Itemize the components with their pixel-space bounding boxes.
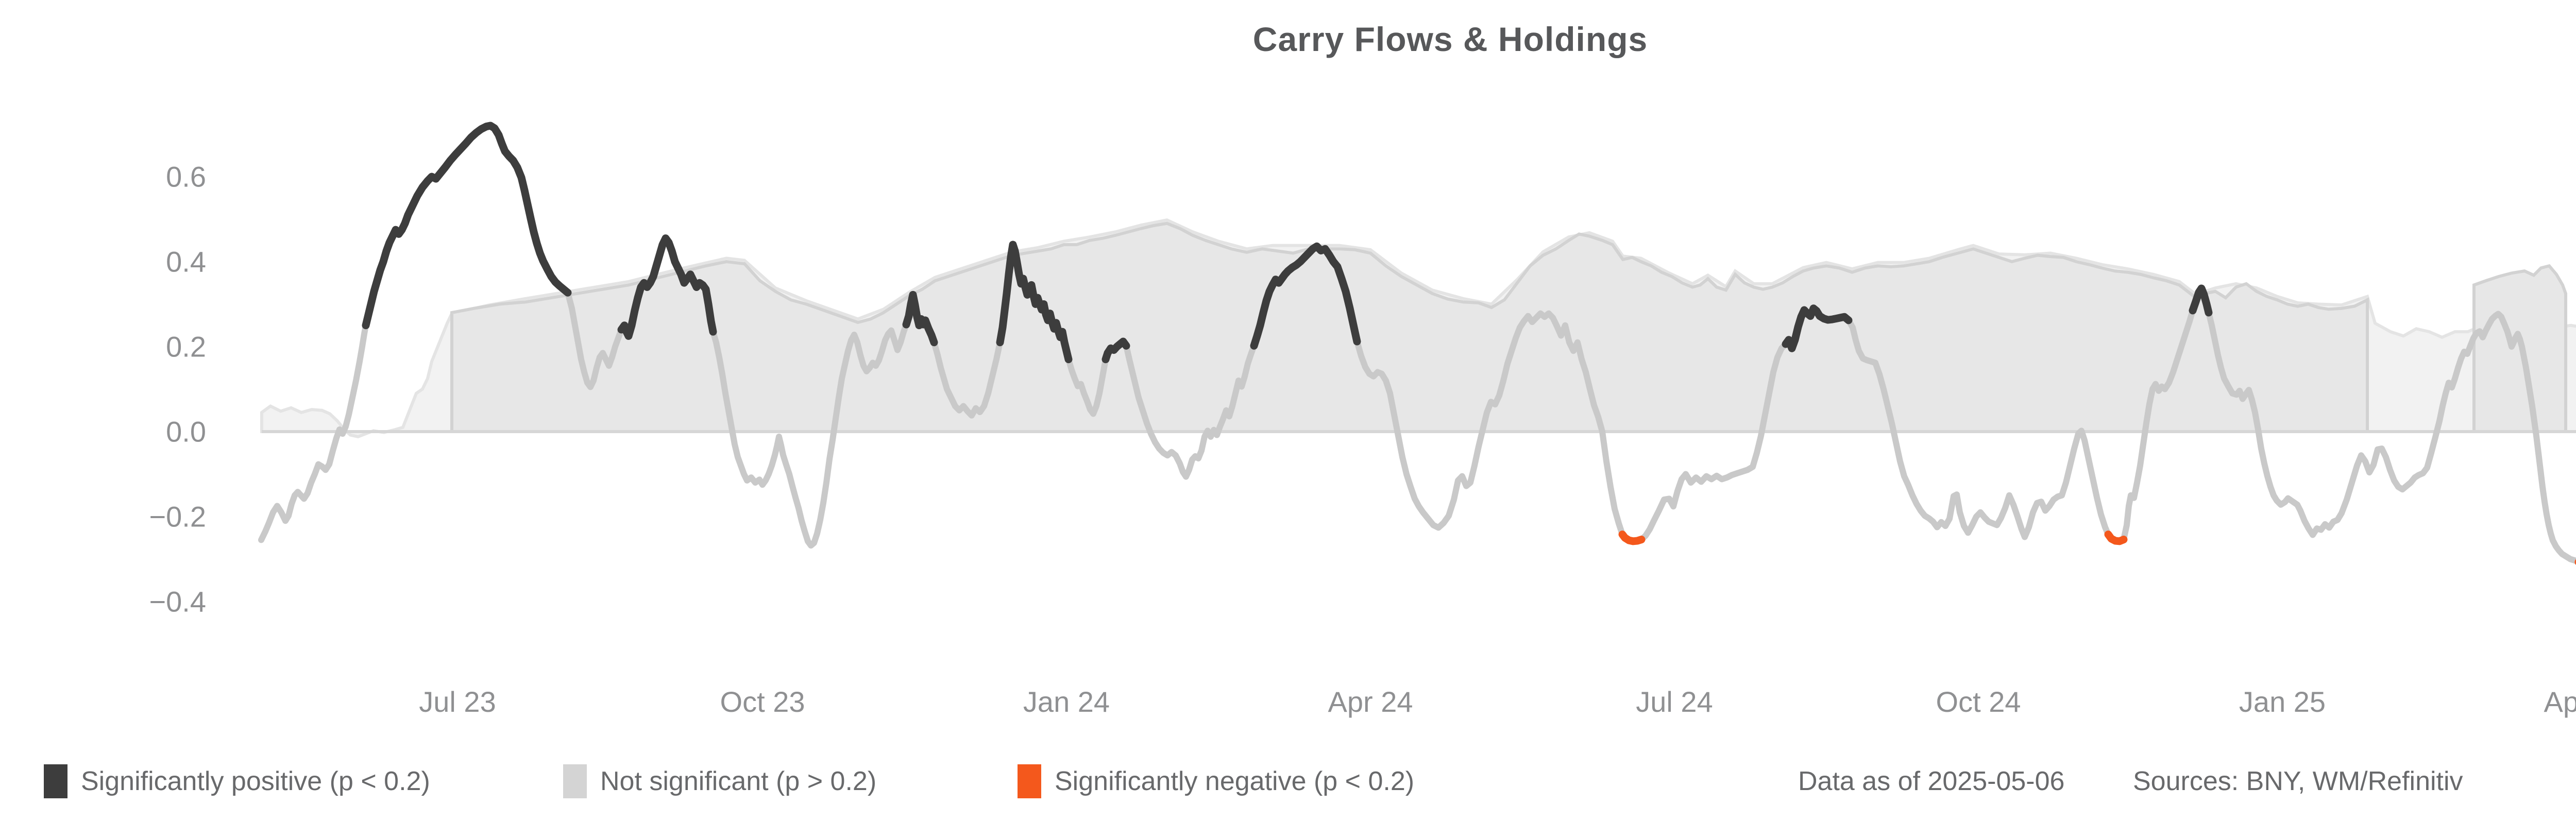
y-tick-label: 0.0 xyxy=(166,415,206,448)
legend-label: Not significant (p > 0.2) xyxy=(600,766,877,796)
sources-note: Sources: BNY, WM/Refinitiv xyxy=(2133,766,2463,796)
x-tick-label: Oct 24 xyxy=(1936,686,2021,718)
significantly-negative-swatch-icon xyxy=(1018,764,1041,798)
flow-line-not-significant xyxy=(2121,307,2196,543)
legend-label: Significantly negative (p < 0.2) xyxy=(1055,766,1415,796)
flow-line-significant-positive xyxy=(996,241,1073,364)
flow-line-significant-positive xyxy=(1782,304,1853,352)
flow-line-not-significant xyxy=(931,339,1003,419)
y-tick-label: −0.2 xyxy=(149,500,206,533)
flow-line-not-significant xyxy=(2206,310,2576,564)
y-tick-label: 0.2 xyxy=(166,330,206,363)
flow-line-significant-negative xyxy=(2104,530,2128,545)
legend-item-significantly-negative: Significantly negative (p < 0.2) xyxy=(1018,763,1414,799)
legend-item-significantly-positive: Significantly positive (p < 0.2) xyxy=(44,763,430,799)
x-tick-label: Jan 24 xyxy=(1023,686,1110,718)
significantly-positive-swatch-icon xyxy=(44,764,67,798)
x-tick-label: Jan 25 xyxy=(2239,686,2326,718)
flow-line-not-significant xyxy=(258,322,369,543)
flow-line-significant-negative xyxy=(1618,530,1646,545)
flow-line-significant-positive xyxy=(362,122,572,330)
flow-line-significant-positive xyxy=(902,290,938,347)
data-as-of-note: Data as of 2025-05-06 xyxy=(1798,766,2065,796)
holdings-area-dark xyxy=(450,221,2369,433)
chart-title: Carry Flows & Holdings xyxy=(1252,20,1648,58)
flow-line-not-significant xyxy=(565,289,624,390)
x-tick-label: Jul 23 xyxy=(419,686,496,718)
x-tick-label: Oct 23 xyxy=(720,686,805,718)
not-significant-swatch-icon xyxy=(563,764,587,798)
flow-line-not-significant xyxy=(1065,356,1109,417)
flow-line-not-significant xyxy=(1354,310,1625,538)
flow-line-significant-positive xyxy=(1101,337,1130,364)
flow-line-not-significant xyxy=(1638,341,1789,543)
legend-item-not-significant: Not significant (p > 0.2) xyxy=(563,763,876,799)
y-tick-label: 0.6 xyxy=(166,160,206,193)
x-tick-label: Apr 25 xyxy=(2544,686,2576,718)
x-tick-label: Apr 24 xyxy=(1328,686,1413,718)
legend-label: Significantly positive (p < 0.2) xyxy=(81,766,430,796)
flow-line-not-significant xyxy=(1123,342,1257,480)
flow-line-not-significant xyxy=(1845,317,2111,540)
y-tick-label: 0.4 xyxy=(166,245,206,278)
flow-line-not-significant xyxy=(710,321,909,549)
x-tick-label: Jul 24 xyxy=(1636,686,1713,718)
y-tick-label: −0.4 xyxy=(149,585,206,618)
flow-line-significant-positive xyxy=(2189,284,2213,317)
flow-line-significant-positive xyxy=(617,234,717,340)
flow-line-significant-positive xyxy=(1250,242,1361,350)
